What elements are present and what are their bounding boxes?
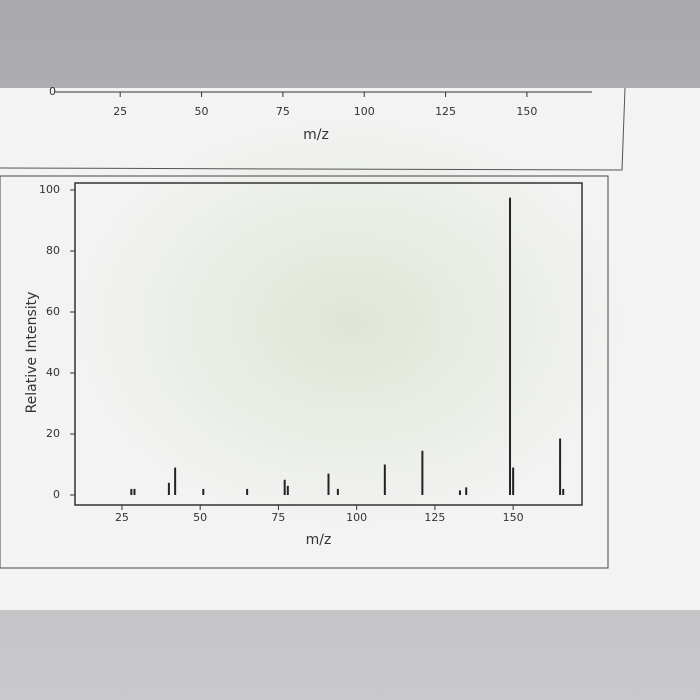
plot-frame [74,182,583,506]
y-tick-label: 0 [49,85,56,98]
x-axis-label: m/z [306,532,332,548]
y-axis-label: Relative Intensity [24,292,40,414]
y-tick-label: 40 [46,366,60,379]
x-tick-label: 150 [516,105,537,118]
x-tick-label: 100 [354,105,375,118]
charts: 25 50 75 100 125 150 0 m/z 25 50 75 100 125 150 0 20 40 6… [24,85,592,548]
x-tick-label: 75 [276,105,290,118]
main-panel-border [0,175,609,569]
x-tick-label: 50 [193,511,207,524]
x-axis-label: m/z [303,127,329,143]
x-tick-label: 25 [113,105,127,118]
x-tick-label: 150 [503,511,524,524]
y-tick-label: 100 [39,183,60,196]
x-tick-label: 50 [195,105,209,118]
x-tick-label: 125 [424,511,445,524]
x-tick-label: 25 [115,511,129,524]
y-tick-label: 80 [46,244,60,257]
y-tick-label: 20 [46,427,60,440]
y-tick-label: 60 [46,305,60,318]
paper [0,88,700,610]
x-tick-label: 100 [346,511,367,524]
x-tick-label: 125 [435,105,456,118]
y-tick-label: 0 [53,488,60,501]
x-tick-label: 75 [271,511,285,524]
top-panel-border [0,87,626,171]
